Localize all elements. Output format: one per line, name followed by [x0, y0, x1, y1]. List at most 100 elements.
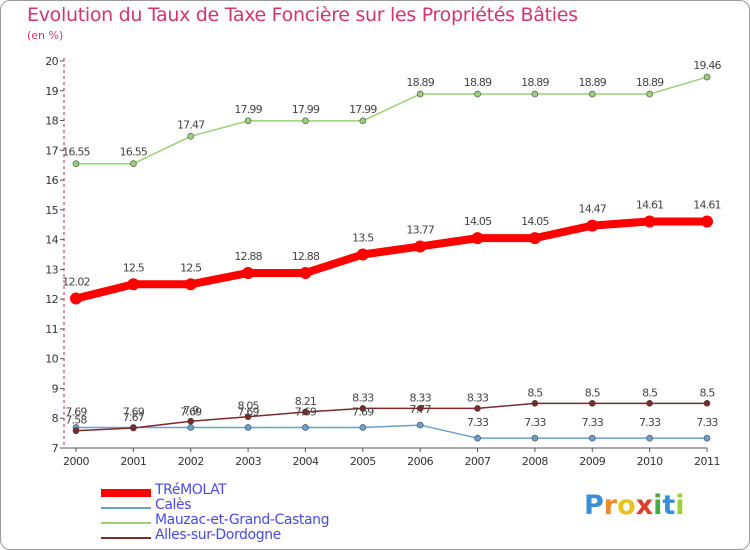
unit-label: (en %) [27, 29, 64, 42]
data-point [302, 408, 309, 416]
data-point [588, 90, 596, 98]
series-1 [72, 421, 711, 442]
data-point [302, 117, 309, 125]
logo-letter: o [617, 490, 636, 521]
data-label: 7.33 [696, 416, 718, 429]
y-tick-label: 10 [45, 353, 58, 366]
axes: 7 8 9 10 11 12 13 14 15 16 17 18 19 20 2000 2001 2002 200… [45, 55, 720, 468]
series-0 [70, 215, 713, 305]
y-tick-label: 16 [45, 174, 58, 187]
data-label: 7.69 [295, 405, 317, 418]
x-tick-label: 2010 [637, 455, 663, 468]
data-point [187, 417, 195, 425]
x-tick-label: 2002 [178, 455, 204, 468]
y-tick-label: 7 [52, 442, 59, 455]
data-label: 7.69 [237, 405, 259, 418]
data-point [130, 424, 137, 432]
y-tick-label: 9 [52, 382, 59, 395]
x-tick-label: 2009 [579, 455, 605, 468]
data-label: 17.99 [292, 103, 320, 116]
data-point [471, 232, 484, 245]
data-point [130, 160, 137, 168]
legend-label: Mauzac-et-Grand-Castang [155, 512, 330, 528]
data-label: 14.05 [464, 215, 492, 228]
data-label: 13.77 [406, 223, 434, 236]
y-tick-label: 19 [45, 85, 58, 98]
data-label: 12.5 [123, 261, 145, 274]
data-label: 7.69 [123, 405, 145, 418]
data-point [703, 400, 711, 407]
data-label: 8.5 [642, 386, 658, 399]
data-point [299, 266, 312, 279]
data-label: 14.05 [521, 215, 549, 228]
logo-letter: i [653, 490, 663, 521]
data-point [359, 424, 367, 431]
data-point [359, 405, 367, 412]
data-label: 12.88 [234, 250, 262, 263]
data-label: 17.47 [177, 118, 205, 131]
series-line [76, 76, 708, 165]
legend-swatch [101, 507, 151, 509]
data-point [72, 160, 80, 168]
data-point [242, 266, 255, 279]
x-tick-label: 2001 [120, 455, 146, 468]
data-point [184, 278, 197, 291]
logo-letter: P [584, 490, 604, 521]
logo-letter: r [603, 490, 618, 521]
data-point [359, 117, 367, 125]
logo-letter: i [675, 490, 685, 521]
data-label: 12.02 [62, 276, 90, 289]
x-tick-label: 2006 [407, 455, 433, 468]
data-point [703, 434, 711, 442]
data-point [474, 405, 481, 412]
data-label: 16.55 [120, 146, 148, 159]
data-point [643, 215, 656, 228]
legend-label: Alles-sur-Dordogne [155, 527, 281, 543]
data-point [531, 434, 539, 442]
data-point [72, 427, 80, 435]
data-label: 8.33 [467, 391, 489, 404]
data-point [528, 232, 541, 245]
data-label: 18.89 [406, 76, 434, 89]
data-label: 7.58 [65, 414, 87, 427]
data-point [70, 292, 82, 305]
x-tick-label: 2011 [694, 455, 720, 468]
data-label: 17.99 [349, 103, 377, 116]
legend-swatch [101, 537, 151, 539]
series-line [75, 402, 707, 432]
y-tick-label: 15 [45, 204, 58, 217]
data-label: 18.89 [521, 76, 549, 89]
data-label: 19.46 [693, 59, 721, 72]
logo-letter: x [635, 490, 654, 521]
data-label: 8.5 [527, 386, 543, 399]
y-tick-label: 12 [45, 293, 58, 306]
y-tick-label: 18 [45, 115, 58, 128]
y-tick-label: 13 [45, 263, 58, 276]
data-label: 7.33 [582, 416, 604, 429]
data-label: 7.33 [467, 416, 489, 429]
data-point [127, 278, 140, 291]
data-label: 8.5 [699, 386, 715, 399]
legend-swatch [101, 522, 151, 524]
x-tick-label: 2003 [235, 455, 261, 468]
data-point [703, 73, 711, 81]
data-point [187, 133, 195, 140]
data-label: 12.88 [292, 250, 320, 263]
series-line [76, 424, 707, 439]
data-point [416, 405, 424, 412]
data-point [414, 240, 427, 253]
y-tick-label: 8 [52, 412, 59, 425]
data-point [588, 434, 596, 442]
data-label: 13.5 [352, 232, 374, 245]
legend-label: TRéMOLAT [155, 482, 227, 498]
data-label: 8.21 [295, 395, 316, 408]
y-tick-label: 14 [45, 234, 58, 247]
data-label: 7.77 [410, 403, 432, 416]
data-label: 7.33 [639, 416, 661, 429]
data-point [244, 413, 252, 421]
data-point [474, 434, 481, 442]
y-tick-label: 20 [45, 55, 58, 68]
data-label: 12.5 [180, 261, 202, 274]
